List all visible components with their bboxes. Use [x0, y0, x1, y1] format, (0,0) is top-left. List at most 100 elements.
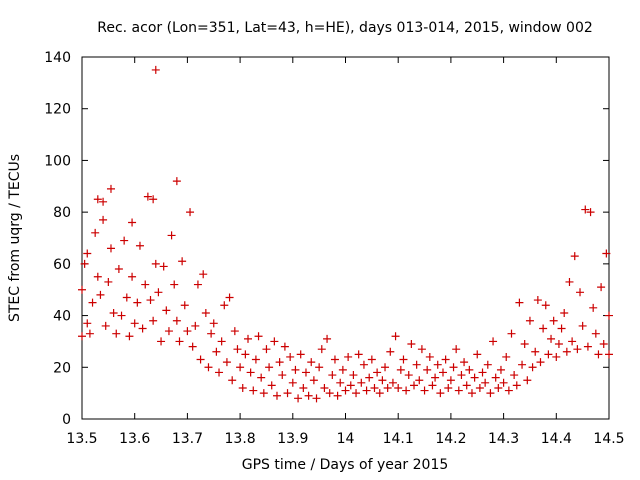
- data-point: [388, 378, 397, 387]
- data-point: [560, 308, 569, 317]
- data-point: [552, 352, 561, 361]
- data-point: [462, 381, 471, 390]
- data-point: [446, 376, 455, 385]
- data-point: [562, 347, 571, 356]
- data-point: [473, 350, 482, 359]
- y-tick-label: 40: [53, 309, 71, 325]
- x-axis-ticks: 13.5 13.6 13.7 13.8 13.9 14 14.1 14.2 14.3 14.4 14…: [66, 57, 625, 447]
- data-point: [496, 365, 505, 374]
- data-point: [449, 363, 458, 372]
- data-point: [323, 334, 332, 343]
- y-axis-label: STEC from uqrg / TECUs: [7, 154, 23, 322]
- data-point: [491, 373, 500, 382]
- data-point: [386, 347, 395, 356]
- data-point: [241, 350, 250, 359]
- data-point: [99, 215, 108, 224]
- data-point: [576, 288, 585, 297]
- data-point: [212, 347, 221, 356]
- data-point: [602, 249, 611, 258]
- data-point: [186, 208, 195, 217]
- data-point: [541, 301, 550, 310]
- data-point: [520, 340, 529, 349]
- data-point: [423, 365, 432, 374]
- data-point: [441, 355, 450, 364]
- data-point: [88, 298, 97, 307]
- data-point: [599, 340, 608, 349]
- data-point: [112, 329, 121, 338]
- x-tick-label: 14.1: [383, 431, 414, 447]
- data-point: [367, 355, 376, 364]
- data-point: [230, 327, 239, 336]
- data-point: [436, 389, 445, 398]
- data-point: [549, 316, 558, 325]
- data-point: [149, 316, 158, 325]
- data-point: [120, 236, 129, 245]
- data-point: [586, 208, 595, 217]
- data-point: [605, 350, 613, 359]
- data-point: [438, 368, 447, 377]
- data-point: [106, 244, 115, 253]
- x-tick-label: 14.4: [541, 431, 572, 447]
- data-point: [215, 368, 224, 377]
- data-point: [151, 259, 160, 268]
- data-point: [523, 376, 532, 385]
- data-point: [478, 368, 487, 377]
- data-point: [594, 350, 603, 359]
- data-point: [307, 358, 316, 367]
- data-point: [246, 368, 255, 377]
- chart-title: Rec. acor (Lon=351, Lat=43, h=HE), days …: [97, 20, 593, 36]
- data-point: [254, 332, 263, 341]
- data-point: [357, 378, 366, 387]
- data-point: [188, 342, 197, 351]
- data-point: [78, 332, 86, 341]
- data-point: [143, 192, 152, 201]
- data-point: [467, 389, 476, 398]
- data-point: [341, 386, 350, 395]
- data-point: [336, 378, 345, 387]
- data-point: [141, 280, 150, 289]
- data-point: [93, 195, 102, 204]
- data-point: [270, 337, 279, 346]
- data-point: [204, 363, 213, 372]
- data-point: [460, 358, 469, 367]
- data-point: [304, 391, 313, 400]
- data-point: [104, 277, 113, 286]
- data-point: [344, 352, 353, 361]
- data-point: [138, 324, 147, 333]
- data-point: [80, 259, 89, 268]
- y-tick-label: 140: [44, 50, 71, 66]
- data-point: [209, 319, 218, 328]
- data-point: [370, 383, 379, 392]
- x-tick-label: 14.2: [435, 431, 466, 447]
- data-point: [114, 265, 123, 274]
- data-point: [236, 363, 245, 372]
- data-point: [162, 306, 171, 315]
- data-point: [159, 262, 168, 271]
- data-point: [359, 360, 368, 369]
- data-point: [589, 303, 598, 312]
- data-point: [317, 345, 326, 354]
- data-point: [539, 324, 548, 333]
- data-point: [465, 365, 474, 374]
- x-tick-label: 13.9: [277, 431, 308, 447]
- data-point: [565, 277, 574, 286]
- data-point: [544, 350, 553, 359]
- data-point: [301, 368, 310, 377]
- data-point: [122, 293, 131, 302]
- data-point: [106, 184, 115, 193]
- data-point: [402, 386, 411, 395]
- data-point: [504, 386, 513, 395]
- data-point: [454, 386, 463, 395]
- data-point: [483, 360, 492, 369]
- data-point: [135, 241, 144, 250]
- y-tick-label: 60: [53, 257, 71, 273]
- data-point: [362, 386, 371, 395]
- data-point: [547, 334, 556, 343]
- data-point: [83, 319, 92, 328]
- data-point: [244, 334, 253, 343]
- data-point: [257, 373, 266, 382]
- data-point: [383, 383, 392, 392]
- data-point: [428, 381, 437, 390]
- data-point: [415, 376, 424, 385]
